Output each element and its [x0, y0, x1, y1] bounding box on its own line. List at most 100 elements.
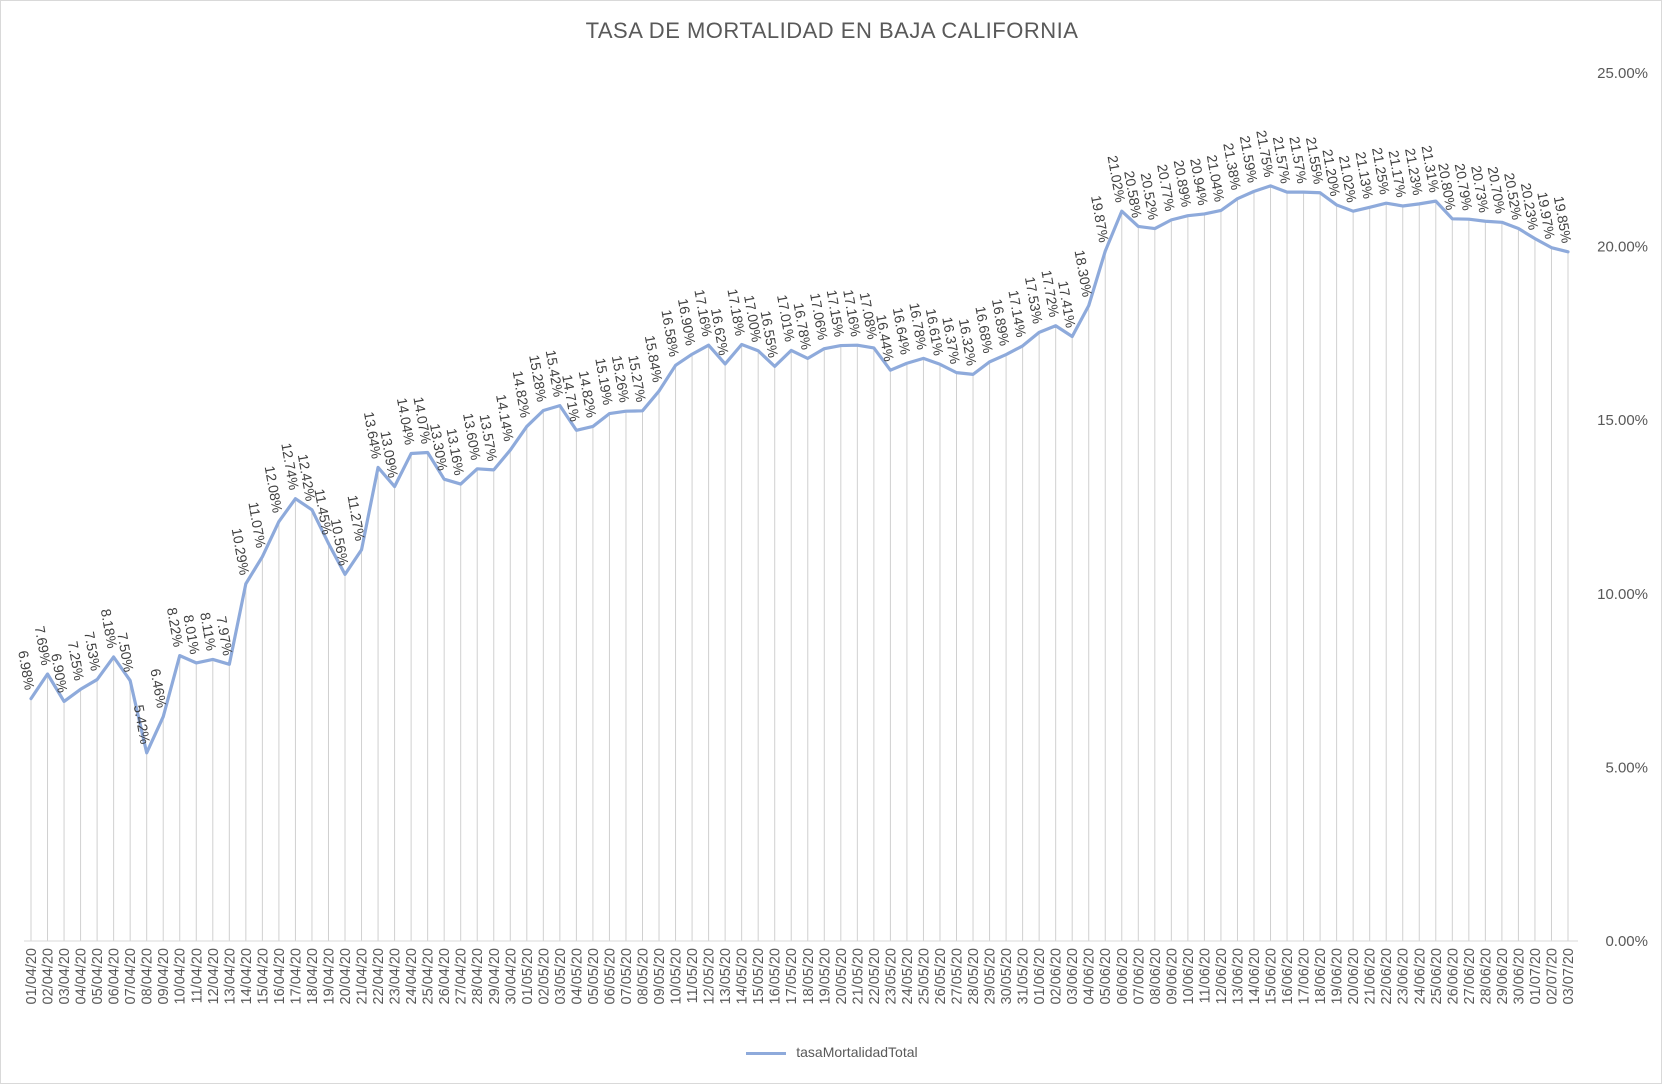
x-tick-label: 09/05/20 — [652, 948, 668, 1004]
x-tick-label: 03/07/20 — [1561, 948, 1577, 1004]
x-tick-label: 30/05/20 — [999, 948, 1015, 1004]
x-tick-label: 05/04/20 — [90, 948, 106, 1004]
x-tick-label: 10/05/20 — [669, 948, 685, 1004]
x-tick-label: 04/04/20 — [74, 948, 90, 1004]
x-tick-label: 23/05/20 — [883, 948, 899, 1004]
data-label: 6.98% — [15, 649, 38, 691]
x-tick-label: 19/06/20 — [1330, 948, 1346, 1004]
x-tick-label: 24/06/20 — [1412, 948, 1428, 1004]
x-tick-label: 24/05/20 — [900, 948, 916, 1004]
x-tick-label: 08/04/20 — [140, 948, 156, 1004]
series-line-tasaMortalidadTotal — [29, 184, 1570, 755]
legend-line-swatch — [746, 1051, 787, 1055]
x-tick-label: 13/04/20 — [222, 948, 238, 1004]
data-labels: 6.98%7.69%6.90%7.25%7.53%8.18%7.50% 5.42%… — [15, 129, 1575, 746]
x-tick-label: 11/06/20 — [1197, 948, 1213, 1003]
x-tick-label: 19/05/20 — [817, 948, 833, 1004]
x-tick-label: 25/05/20 — [916, 948, 932, 1004]
x-tick-label: 25/04/20 — [421, 948, 437, 1004]
x-tick-label: 26/04/20 — [437, 948, 453, 1004]
x-tick-label: 06/06/20 — [1115, 948, 1131, 1004]
x-tick-label: 09/04/20 — [156, 948, 172, 1004]
x-tick-label: 22/04/20 — [371, 948, 387, 1004]
x-tick-label: 29/04/20 — [487, 948, 503, 1004]
data-label: 7.53% — [81, 630, 104, 672]
x-tick-label: 27/05/20 — [950, 948, 966, 1004]
x-tick-label: 10/04/20 — [173, 948, 189, 1004]
x-tick-label: 01/05/20 — [520, 948, 536, 1004]
legend: tasaMortalidadTotal — [0, 1044, 1664, 1060]
x-tick-label: 30/06/20 — [1511, 948, 1527, 1004]
x-tick-label: 16/04/20 — [272, 948, 288, 1004]
x-tick-label: 17/06/20 — [1297, 948, 1313, 1004]
x-tick-label: 04/06/20 — [1082, 948, 1098, 1004]
x-tick-label: 22/05/20 — [867, 948, 883, 1004]
x-tick-label: 16/05/20 — [768, 948, 784, 1004]
x-tick-label: 17/04/20 — [288, 948, 304, 1004]
x-tick-label: 09/06/20 — [1164, 948, 1180, 1004]
x-tick-label: 08/06/20 — [1148, 948, 1164, 1004]
data-label: 5.42% — [131, 703, 154, 745]
x-tick-label: 31/05/20 — [1016, 948, 1032, 1004]
x-tick-label: 12/04/20 — [206, 948, 222, 1004]
x-tick-label: 07/04/20 — [123, 948, 139, 1004]
x-tick-label: 11/05/20 — [685, 948, 701, 1003]
x-tick-label: 07/05/20 — [619, 948, 635, 1004]
x-tick-label: 08/05/20 — [635, 948, 651, 1004]
x-tick-label: 26/05/20 — [933, 948, 949, 1004]
y-tick-label: 15.00% — [1597, 412, 1648, 429]
data-label: 18.30% — [1072, 249, 1096, 299]
x-tick-label: 13/06/20 — [1230, 948, 1246, 1004]
chart-title: TASA DE MORTALIDAD EN BAJA CALIFORNIA — [585, 18, 1079, 43]
x-tick-label: 01/04/20 — [24, 948, 40, 1004]
x-tick-label: 29/06/20 — [1495, 948, 1511, 1004]
drop-lines — [30, 185, 1569, 941]
y-tick-label: 20.00% — [1597, 239, 1648, 256]
x-tick-label: 29/05/20 — [983, 948, 999, 1004]
x-tick-label: 06/05/20 — [602, 948, 618, 1004]
data-label: 7.25% — [65, 640, 88, 682]
x-tick-label: 18/04/20 — [305, 948, 321, 1004]
x-tick-label: 12/05/20 — [702, 948, 718, 1004]
data-label: 6.46% — [147, 667, 170, 709]
x-tick-label: 01/07/20 — [1528, 948, 1544, 1004]
x-tick-label: 15/05/20 — [751, 948, 767, 1004]
x-tick-label: 02/04/20 — [41, 948, 57, 1004]
data-label: 7.97% — [213, 615, 236, 657]
data-label: 7.50% — [114, 631, 137, 673]
x-tick-label: 27/04/20 — [454, 948, 470, 1004]
x-tick-label: 05/05/20 — [586, 948, 602, 1004]
x-tick-label: 25/06/20 — [1429, 948, 1445, 1004]
data-label: 8.18% — [98, 608, 121, 650]
y-tick-label: 10.00% — [1597, 586, 1648, 603]
x-tick-label: 03/06/20 — [1065, 948, 1081, 1004]
x-tick-label: 27/06/20 — [1462, 948, 1478, 1004]
data-label: 8.01% — [180, 614, 203, 656]
x-tick-label: 06/04/20 — [107, 948, 123, 1004]
x-tick-label: 03/04/20 — [57, 948, 73, 1004]
x-tick-label: 21/04/20 — [355, 948, 371, 1004]
data-label: 11.45% — [311, 487, 335, 536]
y-axis-ticks: 0.00% 5.00% 10.00% 15.00% 20.00% 25.00% — [1597, 65, 1648, 950]
y-tick-label: 5.00% — [1605, 759, 1648, 776]
x-tick-label: 23/04/20 — [388, 948, 404, 1004]
x-tick-label: 02/06/20 — [1049, 948, 1065, 1004]
x-tick-label: 18/05/20 — [801, 948, 817, 1004]
x-tick-label: 30/04/20 — [503, 948, 519, 1004]
x-tick-label: 12/06/20 — [1214, 948, 1230, 1004]
x-tick-label: 20/04/20 — [338, 948, 354, 1004]
x-tick-label: 14/06/20 — [1247, 948, 1263, 1004]
x-tick-label: 19/04/20 — [321, 948, 337, 1004]
x-tick-label: 03/05/20 — [553, 948, 569, 1004]
legend-label: tasaMortalidadTotal — [796, 1044, 918, 1060]
y-tick-label: 25.00% — [1597, 65, 1648, 82]
x-tick-label: 15/06/20 — [1264, 948, 1280, 1004]
x-tick-label: 17/05/20 — [784, 948, 800, 1004]
x-tick-label: 02/05/20 — [536, 948, 552, 1004]
x-tick-label: 20/05/20 — [834, 948, 850, 1004]
plot-area: 6.98%7.69%6.90%7.25%7.53%8.18%7.50% 5.42%… — [15, 65, 1648, 1004]
x-tick-label: 10/06/20 — [1181, 948, 1197, 1004]
x-tick-label: 01/06/20 — [1032, 948, 1048, 1004]
data-label: 8.22% — [164, 606, 187, 648]
